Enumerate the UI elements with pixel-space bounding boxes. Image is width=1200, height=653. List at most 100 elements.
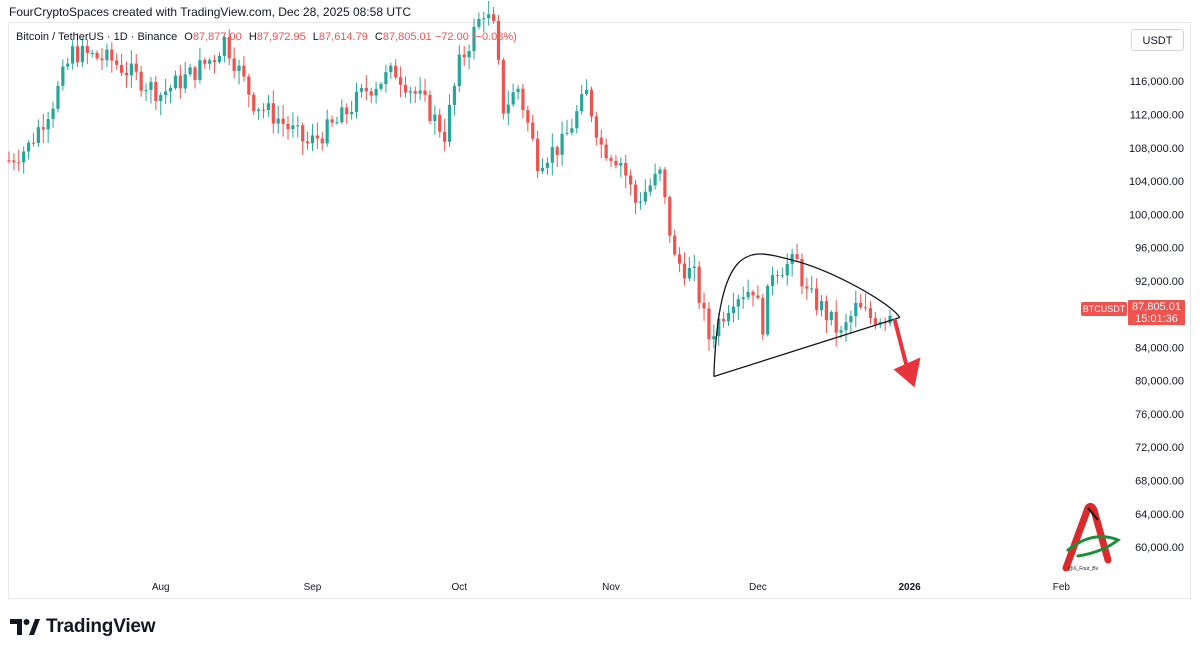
chart-pane[interactable]	[8, 22, 1191, 599]
candle-body	[173, 75, 178, 88]
candle-body	[359, 87, 364, 92]
candle-body	[516, 88, 520, 93]
y-tick-label: 60,000.00	[1135, 542, 1184, 554]
candle-body	[584, 89, 589, 95]
y-tick-label: 100,000.00	[1129, 209, 1184, 221]
candle-body	[736, 299, 740, 307]
symbol-legend: Bitcoin / TetherUS · 1D · Binance O87,87…	[16, 31, 517, 43]
currency-button[interactable]: USDT	[1131, 29, 1184, 51]
candle-body	[766, 285, 770, 335]
candle-body	[12, 160, 16, 163]
candle-body	[580, 94, 584, 112]
legend-open-value: 87,877.00	[192, 31, 242, 43]
candle-body	[315, 135, 319, 139]
candle-body	[863, 307, 868, 309]
candle-body	[46, 119, 50, 130]
candle-body	[149, 81, 153, 90]
candle-body	[506, 104, 510, 114]
candle-body	[526, 110, 530, 123]
candle-body	[550, 147, 554, 163]
candle-body	[423, 90, 427, 95]
candle-body	[555, 147, 559, 155]
candle-body	[805, 286, 809, 289]
legend-high-value: 87,972.95	[256, 31, 306, 43]
candle-body	[496, 20, 501, 60]
candle-body	[501, 59, 505, 114]
candle-body	[66, 63, 70, 67]
candle-body	[281, 118, 285, 124]
candle-body	[624, 162, 628, 176]
candle-body	[129, 63, 133, 76]
candle-body	[398, 77, 403, 85]
candle-body	[795, 254, 799, 259]
y-tick-label: 92,000.00	[1135, 276, 1184, 288]
y-tick-label: 96,000.00	[1135, 243, 1184, 255]
watermark-text: @X_Four_Bv	[1068, 566, 1099, 572]
legend-low-value: 87,614.79	[318, 31, 368, 43]
candle-body	[61, 66, 65, 86]
candle-body	[663, 169, 667, 198]
candle-body	[599, 137, 603, 145]
candle-body	[257, 109, 261, 112]
candle-body	[296, 125, 300, 127]
candle-body	[834, 311, 838, 333]
candle-body	[731, 306, 736, 314]
candle-body	[467, 51, 471, 58]
candle-body	[682, 263, 687, 279]
candle-body	[198, 60, 202, 80]
candle-body	[154, 81, 158, 102]
candle-body	[252, 94, 256, 112]
candle-body	[159, 94, 163, 102]
candle-body	[403, 84, 408, 93]
candle-body	[521, 88, 525, 111]
candle-body	[286, 123, 290, 130]
candle-body	[208, 60, 212, 64]
candle-body	[775, 275, 780, 277]
candle-body	[85, 45, 89, 54]
y-tick-label: 64,000.00	[1135, 509, 1184, 521]
candle-body	[71, 46, 75, 64]
candle-body	[75, 46, 80, 63]
candle-body	[183, 74, 187, 89]
x-tick-label: Sep	[304, 582, 322, 593]
candle-body	[124, 72, 129, 76]
y-tick-label: 104,000.00	[1129, 176, 1184, 188]
candle-body	[673, 235, 677, 255]
candle-body	[633, 184, 638, 203]
legend-open-label: O	[184, 31, 193, 43]
candle-body	[433, 114, 437, 121]
candle-body	[232, 58, 236, 72]
y-tick-label: 108,000.00	[1129, 143, 1184, 155]
tradingview-logo-icon	[10, 619, 40, 635]
candle-body	[761, 297, 765, 335]
candle-body	[604, 144, 608, 159]
candle-body	[203, 60, 207, 64]
candle-body	[560, 133, 564, 155]
candle-body	[428, 94, 432, 121]
tradingview-footer[interactable]: TradingView	[10, 616, 156, 638]
candle-body	[575, 111, 579, 129]
candle-body	[751, 291, 755, 296]
candle-body	[193, 67, 197, 80]
candle-body	[276, 118, 280, 124]
symbol-price-tag: BTCUSDT	[1081, 302, 1127, 316]
legend-symbol: Bitcoin / TetherUS · 1D · Binance	[16, 31, 178, 43]
candle-body	[511, 92, 515, 105]
candle-body	[144, 89, 148, 91]
candle-body	[462, 54, 466, 58]
candle-body	[41, 127, 45, 130]
candle-body	[717, 318, 721, 337]
candle-body	[271, 103, 275, 124]
y-tick-label: 72,000.00	[1135, 442, 1184, 454]
candle-body	[477, 18, 481, 27]
candle-body	[31, 142, 36, 144]
candle-body	[482, 18, 486, 20]
candle-body	[291, 125, 295, 130]
candle-body	[374, 88, 378, 96]
candle-body	[692, 266, 696, 268]
candle-body	[741, 297, 745, 300]
candle-body	[168, 87, 173, 92]
y-tick-label: 84,000.00	[1135, 342, 1184, 354]
candle-body	[677, 254, 682, 264]
